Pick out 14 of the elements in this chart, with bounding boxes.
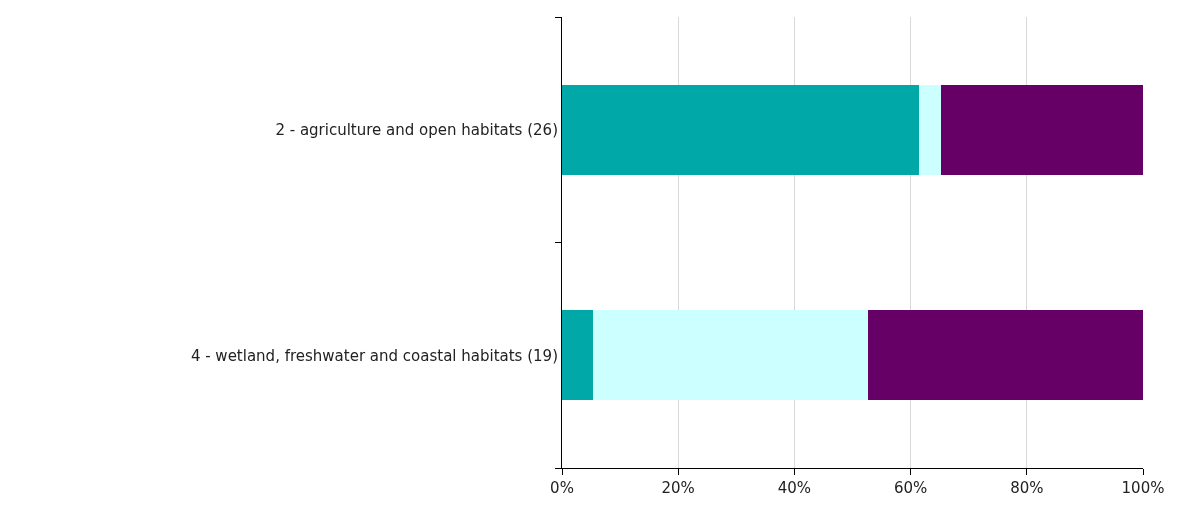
bar — [562, 84, 920, 175]
bar — [941, 84, 1143, 175]
x-tick-label: 100% — [1121, 479, 1165, 497]
bar — [868, 310, 1143, 401]
x-tick-label: 80% — [1010, 479, 1044, 497]
bar — [562, 310, 593, 401]
x-tick-label: 40% — [777, 479, 812, 497]
x-tick-label: 0% — [550, 479, 574, 497]
bar — [919, 84, 942, 175]
y-tick-label: 2 - agriculture and open habitats (26) — [275, 121, 558, 139]
y-tick-label: 4 - wetland, freshwater and coastal habitats (19) — [190, 346, 558, 365]
x-tick-label: 20% — [661, 479, 695, 497]
bar — [592, 310, 869, 401]
x-tick-label: 60% — [893, 479, 928, 497]
